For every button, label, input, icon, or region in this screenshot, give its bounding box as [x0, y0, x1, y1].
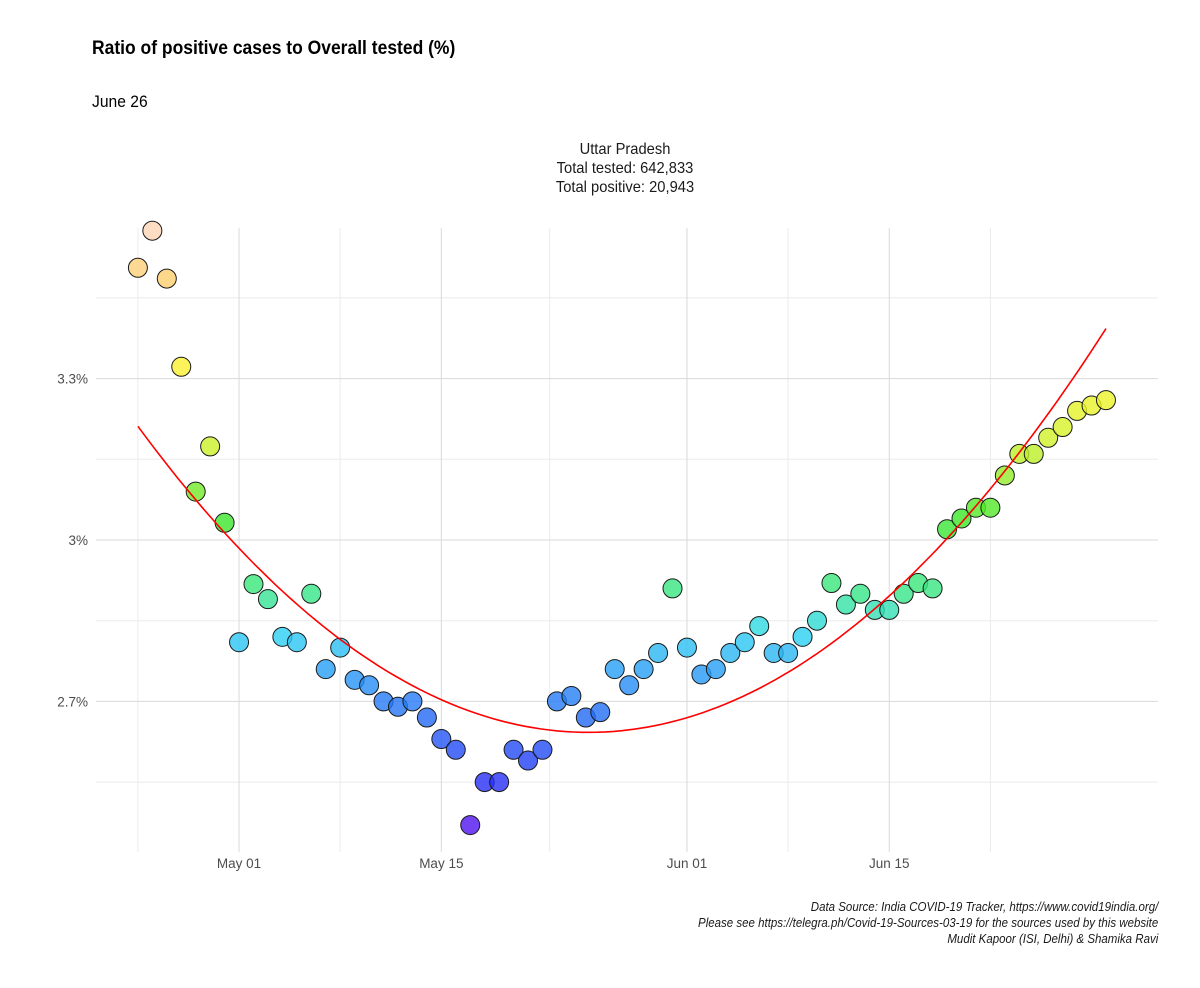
data-point — [734, 632, 755, 653]
x-tick-label: Jun 15 — [869, 856, 910, 871]
data-point — [821, 573, 842, 594]
data-point — [257, 589, 278, 610]
data-point — [807, 610, 828, 631]
total-tested: Total tested: 642,833 — [556, 160, 694, 177]
data-point — [705, 659, 726, 680]
data-point — [778, 642, 799, 663]
data-point — [489, 772, 510, 793]
data-point — [185, 481, 206, 502]
trend-line — [137, 328, 1107, 734]
data-points — [127, 220, 1116, 836]
data-point — [749, 616, 770, 637]
data-point — [922, 578, 943, 599]
data-point — [720, 642, 741, 663]
trend-line-group — [137, 328, 1107, 734]
data-point — [590, 702, 611, 723]
data-point — [142, 220, 163, 241]
data-point — [171, 356, 192, 377]
data-point — [445, 739, 466, 760]
data-point — [518, 750, 539, 771]
y-tick-label: 2.7% — [57, 694, 88, 709]
data-point — [402, 691, 423, 712]
data-point — [156, 268, 177, 289]
data-point — [1095, 390, 1116, 411]
source-caption: Data Source: India COVID-19 Tracker, htt… — [658, 899, 1158, 947]
data-point — [633, 659, 654, 680]
data-point — [460, 815, 481, 836]
x-tick-label: May 15 — [419, 856, 463, 871]
source-line: Data Source: India COVID-19 Tracker, htt… — [810, 900, 1158, 914]
data-point — [229, 632, 250, 653]
data-point — [301, 583, 322, 604]
data-point — [416, 707, 437, 728]
data-point — [243, 574, 264, 595]
authors-line: Mudit Kapoor (ISI, Delhi) & Shamika Ravi — [947, 932, 1158, 946]
data-point — [359, 675, 380, 696]
y-tick-label: 3% — [68, 533, 88, 548]
sources-note-line: Please see https://telegra.ph/Covid-19-S… — [697, 916, 1158, 930]
data-point — [431, 729, 452, 750]
data-point — [676, 637, 697, 658]
data-point — [951, 508, 972, 529]
data-point — [648, 642, 669, 663]
data-point — [286, 632, 307, 653]
x-tick-label: May 01 — [217, 856, 261, 871]
major-gridlines — [96, 228, 1158, 852]
data-point — [503, 739, 524, 760]
data-point — [532, 739, 553, 760]
data-point — [850, 583, 871, 604]
data-point — [994, 465, 1015, 486]
chart-date: June 26 — [92, 92, 148, 111]
state-name: Uttar Pradesh — [579, 141, 671, 158]
chart-title: Ratio of positive cases to Overall teste… — [92, 38, 456, 59]
data-point — [662, 578, 683, 599]
data-point — [1052, 417, 1073, 438]
data-point — [1023, 443, 1044, 464]
y-tick-label: 3.3% — [57, 372, 88, 387]
data-point — [792, 626, 813, 647]
data-point — [561, 686, 582, 706]
data-point — [200, 436, 221, 457]
data-point — [893, 583, 914, 604]
data-point — [315, 659, 336, 680]
data-point — [980, 497, 1001, 518]
axis-tick-labels: 2.7% 3% 3.3% May 01 May 15 Jun 01 Jun 15 — [57, 372, 909, 871]
data-point — [330, 637, 351, 658]
data-point — [1038, 427, 1059, 448]
data-point — [879, 599, 900, 620]
x-tick-label: Jun 01 — [667, 856, 708, 871]
data-point — [835, 594, 856, 615]
data-point — [604, 659, 625, 680]
data-point — [127, 257, 148, 278]
total-positive: Total positive: 20,943 — [555, 179, 695, 196]
data-point — [619, 675, 640, 696]
data-point — [214, 512, 235, 533]
panel-header: Uttar Pradesh Total tested: 642,833 Tota… — [0, 140, 1200, 197]
